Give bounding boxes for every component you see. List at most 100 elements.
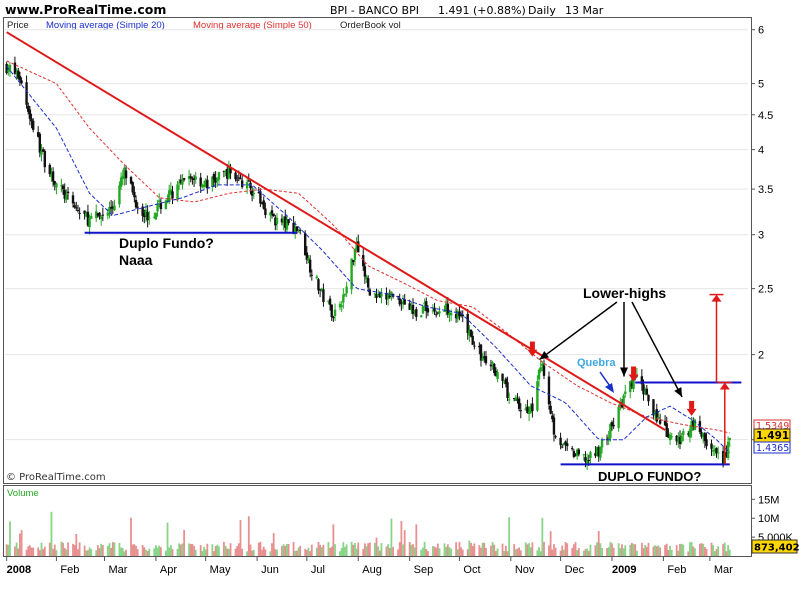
candle-body [512, 398, 516, 400]
volume-bar [455, 542, 458, 556]
candle-body [365, 276, 368, 280]
candle-body [234, 172, 237, 180]
candle-body [15, 72, 18, 74]
candle-body [728, 437, 731, 440]
candle-body [250, 190, 254, 196]
candle-body [443, 310, 446, 312]
candle-body [38, 133, 42, 153]
volume-bar [201, 550, 204, 556]
volume-bar [14, 546, 16, 556]
candle-body [66, 191, 70, 194]
candle-body [566, 443, 569, 447]
candle-body [541, 363, 544, 367]
volume-bar [274, 549, 277, 556]
volume-bar [251, 550, 254, 556]
candle-body [610, 422, 614, 427]
volume-bar [380, 543, 383, 556]
y-tick-label: 2 [758, 350, 764, 362]
volume-bar [483, 542, 486, 556]
volume-bar [438, 548, 441, 556]
volume-bar [213, 551, 215, 556]
candle-body [260, 202, 264, 204]
volume-bar [294, 550, 297, 556]
volume-bar [355, 548, 358, 556]
candle-body [632, 379, 635, 389]
volume-bar [247, 516, 250, 556]
volume-bar [640, 542, 643, 556]
candle-body [159, 202, 163, 210]
candle-body [61, 185, 65, 190]
volume-bar [320, 547, 323, 556]
candle-body [237, 177, 241, 179]
volume-bar [506, 551, 509, 556]
candle-body [469, 329, 473, 337]
downtrend-line [6, 31, 666, 431]
volume-bar [485, 547, 487, 556]
candle-body [444, 303, 448, 312]
candle-body [340, 305, 343, 307]
candle-body [287, 219, 290, 224]
candle-body [670, 436, 673, 438]
volume-bar [675, 545, 678, 556]
lower-high-arrow-1-head [539, 350, 550, 360]
candle-body [249, 182, 252, 189]
volume-bar [153, 548, 156, 556]
volume-bar [654, 545, 657, 556]
volume-bar [20, 530, 23, 556]
volume-bar [203, 546, 205, 556]
volume-bar [224, 545, 227, 556]
volume-bar [725, 551, 728, 556]
volume-bar [559, 550, 562, 556]
last-quote: 1.491 (+0.88%) [438, 4, 526, 17]
volume-bar [564, 542, 567, 556]
period-label: Daily [528, 4, 556, 17]
candle-body [345, 286, 348, 294]
candle-body [647, 395, 650, 402]
candle-body [710, 443, 713, 449]
candle-body [299, 229, 302, 231]
candle-body [575, 449, 579, 457]
candle-body [212, 174, 216, 180]
candle-body [181, 180, 184, 185]
candle-body [310, 274, 314, 276]
volume-bar [702, 543, 705, 556]
volume-bar [40, 542, 43, 556]
volume-bar [539, 551, 542, 556]
volume-bar [261, 549, 263, 556]
candle-body [111, 206, 115, 209]
y-tick-label: 4.5 [758, 110, 773, 122]
volume-bar [65, 549, 68, 556]
y-tick-label: 2.5 [758, 284, 773, 296]
candle-body [191, 178, 194, 180]
candle-body [386, 293, 390, 299]
volume-bar [317, 541, 320, 556]
candle-body [262, 200, 265, 209]
volume-bar [50, 511, 53, 556]
site-title[interactable]: www.ProRealTime.com [5, 2, 166, 17]
volume-bar [281, 546, 283, 556]
candle-body [677, 436, 680, 443]
candle-body [410, 306, 413, 310]
volume-bar [717, 546, 720, 556]
candle-body [332, 317, 335, 319]
ma20-badge [753, 441, 791, 454]
volume-bar [634, 544, 637, 556]
candle-body [123, 167, 126, 179]
candle-body [489, 364, 493, 367]
candle-body [143, 213, 146, 218]
candle-body [98, 212, 101, 217]
candle-body [415, 309, 418, 317]
candle-body [577, 449, 581, 455]
volume-bar [461, 549, 464, 556]
candle-body [413, 310, 416, 312]
candle-body [222, 170, 226, 172]
candle-body [484, 356, 488, 364]
candle-body [678, 436, 682, 445]
candle-body [537, 369, 541, 380]
volume-bar [699, 543, 701, 556]
candle-body [693, 419, 697, 430]
volume-bar [667, 550, 670, 556]
candle-body [124, 170, 128, 179]
candle-body [640, 376, 644, 385]
candle-body [423, 302, 426, 305]
